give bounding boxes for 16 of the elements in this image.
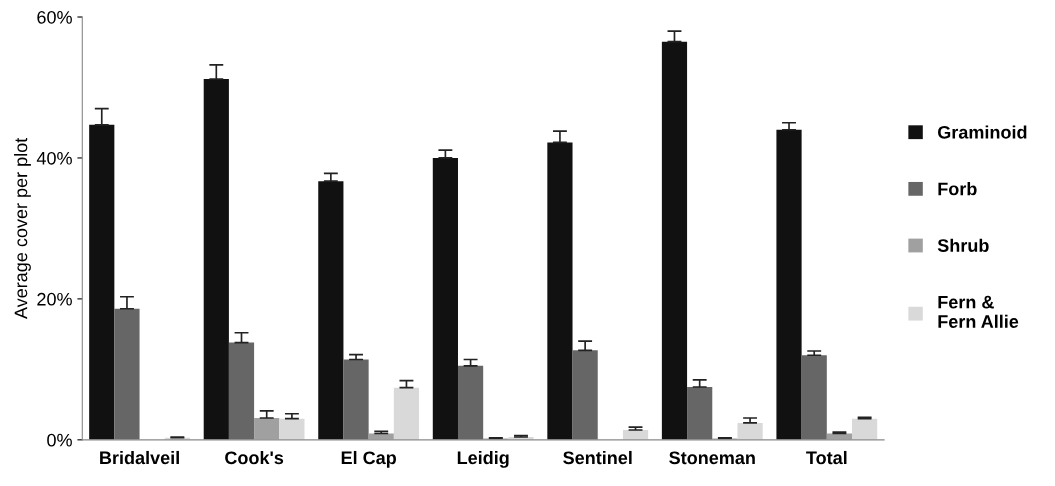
x-tick-label: Stoneman: [669, 451, 755, 465]
legend-label: Graminoid: [937, 125, 1027, 139]
y-tick-label: 20%: [37, 292, 72, 306]
legend-label: Forb: [938, 182, 977, 196]
x-tick-label: Sentinel: [563, 450, 632, 465]
y-axis-title: Average cover per plot: [14, 137, 31, 320]
legend-label: Fern & Fern Allie: [938, 295, 1019, 328]
y-tick-label: 0%: [47, 433, 72, 447]
x-tick-label: Bridalveil: [100, 450, 179, 465]
x-tick-label: El Cap: [341, 450, 396, 468]
y-tick-label: 60%: [37, 10, 72, 24]
x-tick-label: Cook's: [225, 450, 284, 465]
legend-label: Shrub: [937, 238, 989, 252]
y-tick-label: 40%: [36, 151, 72, 165]
x-tick-label: Total: [806, 450, 847, 465]
x-tick-label: Leidig: [457, 450, 509, 468]
